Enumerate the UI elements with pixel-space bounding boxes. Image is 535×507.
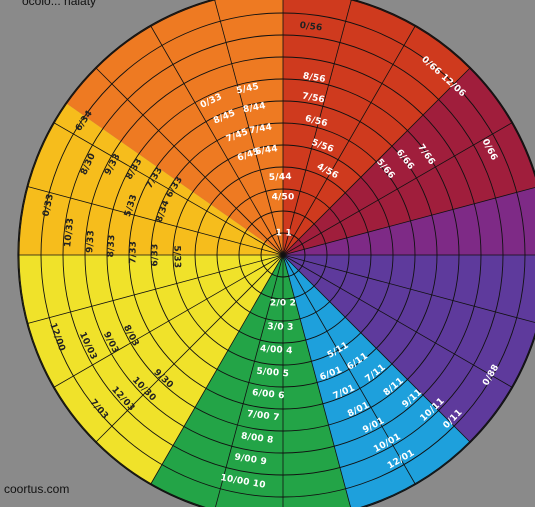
spoke — [95, 67, 284, 256]
spoke — [150, 254, 284, 485]
spoke — [282, 254, 513, 388]
spoke — [214, 0, 284, 256]
spoke — [282, 254, 471, 443]
wheel-label: 10/33 — [63, 217, 76, 247]
wheel-label: 1 1 — [275, 228, 292, 239]
sector-green — [150, 255, 351, 507]
spoke — [95, 254, 284, 443]
spoke — [282, 25, 416, 256]
wheel-label: 6/33 — [151, 244, 161, 267]
wheel-label: 7/44 — [249, 123, 273, 137]
spoke — [53, 122, 284, 256]
spoke — [282, 187, 535, 256]
wheel-label: 5/00 5 — [256, 367, 289, 380]
top-clipped-text: ocolo... nalaty — [22, 0, 97, 8]
spoke — [282, 254, 351, 507]
wheel-spokes — [18, 0, 535, 507]
wheel-label: 6/00 6 — [252, 388, 286, 401]
wheel-label: 0/33 — [41, 193, 56, 217]
spoke — [26, 254, 284, 324]
sector-crimson — [283, 67, 535, 255]
wheel-label: 3/0 3 — [267, 322, 294, 333]
sector-orange — [65, 0, 283, 255]
wheel-label: 4/50 — [272, 193, 295, 203]
wheel-sectors — [18, 0, 535, 507]
wheel-label: 4/00 4 — [260, 344, 293, 356]
credit-text: coortus.com — [4, 482, 70, 496]
wheel-label: 8/33 — [106, 234, 117, 257]
sector-violet — [283, 255, 535, 443]
wheel-label: 5/45 — [236, 82, 260, 97]
wheel-label: 5/44 — [269, 172, 292, 183]
spoke — [282, 254, 416, 485]
sector-blue — [283, 255, 471, 507]
wheel-label: 8/56 — [302, 71, 326, 85]
wheel-label: 8/44 — [242, 101, 266, 115]
wheel-label: 2/0 2 — [270, 299, 296, 309]
spoke — [215, 254, 284, 507]
spoke — [282, 67, 471, 256]
wheel-label: 9/33 — [85, 230, 97, 254]
wheel-label: 7/33 — [128, 241, 138, 264]
sector-red — [283, 0, 471, 255]
wheel-label: 8/00 8 — [240, 431, 274, 445]
wheel-label: 6/44 — [254, 144, 278, 157]
spoke — [53, 254, 284, 388]
spoke — [282, 0, 352, 256]
spoke — [150, 25, 284, 256]
wheel-label: 7/56 — [301, 91, 325, 105]
spoke — [282, 122, 513, 256]
wheel-label: 7/00 7 — [246, 409, 280, 423]
spoke — [26, 186, 284, 256]
wheel-label: 5/33 — [171, 245, 181, 268]
sector-purple — [283, 187, 535, 255]
spoke — [282, 254, 535, 323]
wheel-label: 0/56 — [299, 21, 323, 34]
